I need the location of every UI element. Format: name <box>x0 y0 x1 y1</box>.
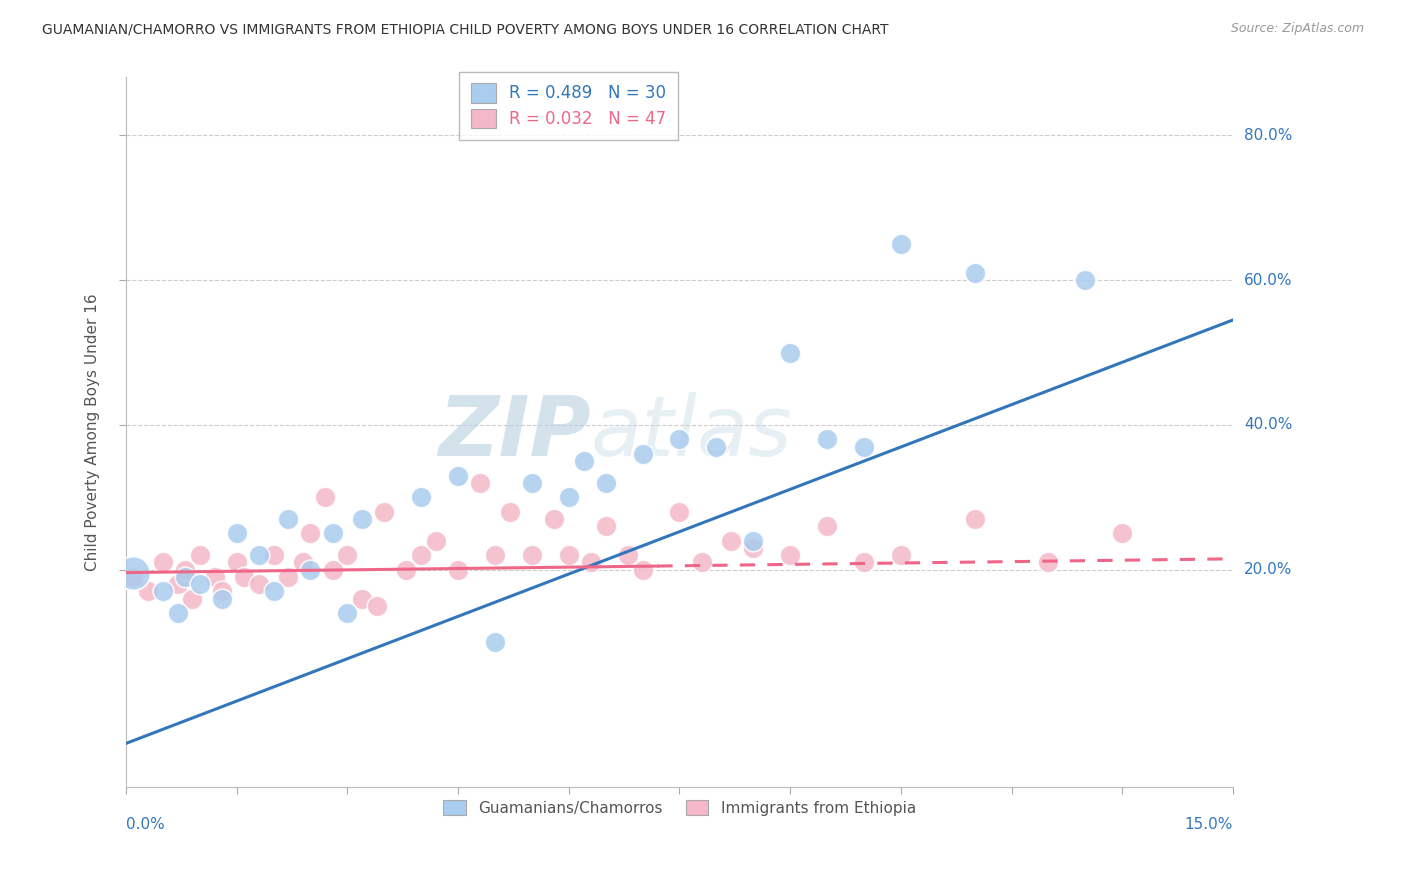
Point <box>558 491 581 505</box>
Point <box>631 563 654 577</box>
Point <box>595 475 617 490</box>
Point <box>543 512 565 526</box>
Text: 80.0%: 80.0% <box>1244 128 1292 143</box>
Text: 40.0%: 40.0% <box>1244 417 1292 433</box>
Point <box>579 556 602 570</box>
Point <box>395 563 418 577</box>
Point <box>122 566 145 581</box>
Point <box>174 570 197 584</box>
Point <box>447 563 470 577</box>
Point <box>152 584 174 599</box>
Point <box>1111 526 1133 541</box>
Point <box>299 526 322 541</box>
Point <box>742 533 765 548</box>
Point <box>299 563 322 577</box>
Point <box>174 563 197 577</box>
Point <box>247 548 270 562</box>
Point <box>247 577 270 591</box>
Point <box>963 512 986 526</box>
Point <box>233 570 256 584</box>
Point <box>447 468 470 483</box>
Text: 15.0%: 15.0% <box>1185 817 1233 832</box>
Point <box>890 236 912 251</box>
Point <box>668 433 690 447</box>
Point <box>204 570 226 584</box>
Point <box>852 556 875 570</box>
Point <box>122 570 145 584</box>
Point <box>631 447 654 461</box>
Point <box>484 635 506 649</box>
Point <box>188 548 211 562</box>
Point <box>181 591 204 606</box>
Point <box>484 548 506 562</box>
Point <box>963 266 986 280</box>
Point <box>152 556 174 570</box>
Point <box>690 556 713 570</box>
Point <box>322 526 344 541</box>
Text: 0.0%: 0.0% <box>127 817 165 832</box>
Point <box>211 584 233 599</box>
Point <box>815 519 838 533</box>
Point <box>520 475 543 490</box>
Text: ZIP: ZIP <box>439 392 591 473</box>
Point <box>1038 556 1060 570</box>
Point <box>617 548 640 562</box>
Point <box>136 584 159 599</box>
Point <box>890 548 912 562</box>
Point <box>411 491 433 505</box>
Point <box>314 491 336 505</box>
Point <box>263 548 285 562</box>
Point <box>558 548 581 562</box>
Point <box>322 563 344 577</box>
Point <box>706 440 728 454</box>
Point <box>520 548 543 562</box>
Point <box>292 556 315 570</box>
Text: Source: ZipAtlas.com: Source: ZipAtlas.com <box>1230 22 1364 36</box>
Point <box>166 606 188 620</box>
Point <box>742 541 765 555</box>
Point <box>779 345 801 359</box>
Point <box>411 548 433 562</box>
Point <box>277 570 299 584</box>
Point <box>668 505 690 519</box>
Point <box>425 533 447 548</box>
Point <box>352 512 374 526</box>
Text: 20.0%: 20.0% <box>1244 562 1292 577</box>
Text: GUAMANIAN/CHAMORRO VS IMMIGRANTS FROM ETHIOPIA CHILD POVERTY AMONG BOYS UNDER 16: GUAMANIAN/CHAMORRO VS IMMIGRANTS FROM ET… <box>42 22 889 37</box>
Point <box>1074 273 1097 287</box>
Point <box>815 433 838 447</box>
Point <box>336 606 359 620</box>
Point <box>166 577 188 591</box>
Point <box>499 505 522 519</box>
Point <box>779 548 801 562</box>
Point <box>263 584 285 599</box>
Point <box>852 440 875 454</box>
Point <box>572 454 595 468</box>
Point <box>336 548 359 562</box>
Point <box>366 599 388 613</box>
Point <box>373 505 395 519</box>
Point <box>225 526 247 541</box>
Point <box>720 533 742 548</box>
Point <box>352 591 374 606</box>
Y-axis label: Child Poverty Among Boys Under 16: Child Poverty Among Boys Under 16 <box>86 293 100 571</box>
Point <box>470 475 492 490</box>
Point <box>225 556 247 570</box>
Point <box>277 512 299 526</box>
Legend: Guamanians/Chamorros, Immigrants from Ethiopia: Guamanians/Chamorros, Immigrants from Et… <box>437 794 922 822</box>
Point <box>595 519 617 533</box>
Point <box>211 591 233 606</box>
Text: 60.0%: 60.0% <box>1244 273 1292 287</box>
Point <box>188 577 211 591</box>
Text: atlas: atlas <box>591 392 793 473</box>
